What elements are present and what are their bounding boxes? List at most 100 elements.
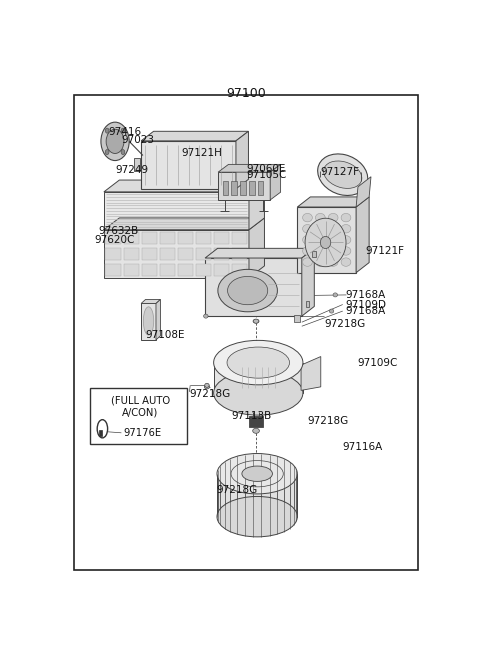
Polygon shape [214,363,303,393]
Text: (FULL AUTO
A/CON): (FULL AUTO A/CON) [111,396,170,417]
Bar [123,248,139,260]
Ellipse shape [315,236,325,244]
Text: 97218G: 97218G [307,416,348,426]
Ellipse shape [302,236,312,244]
Ellipse shape [333,293,337,297]
Ellipse shape [227,347,289,378]
Bar [160,248,175,260]
Ellipse shape [318,154,368,195]
Text: 97168A: 97168A [346,290,386,300]
Bar [141,141,236,189]
Ellipse shape [328,258,338,266]
Bar [214,232,229,244]
Ellipse shape [105,150,109,155]
Bar [90,388,187,444]
Bar [123,232,139,244]
Polygon shape [217,474,297,517]
Bar [249,181,254,195]
Text: 97249: 97249 [115,165,148,174]
Polygon shape [156,299,160,340]
Text: 97108E: 97108E [145,331,185,340]
Bar [258,181,264,195]
Polygon shape [104,180,264,192]
Ellipse shape [341,213,351,222]
Bar [178,264,193,276]
Bar [142,264,157,276]
Ellipse shape [228,276,268,304]
Ellipse shape [341,224,351,233]
Bar [104,192,249,230]
Text: 97416: 97416 [108,127,142,136]
Bar [312,251,316,257]
Polygon shape [141,131,249,141]
Ellipse shape [204,385,210,389]
Bar [214,248,229,260]
Ellipse shape [144,307,154,335]
Text: 97218G: 97218G [190,390,231,400]
Text: 97060E: 97060E [246,163,286,174]
Text: 97632B: 97632B [98,226,138,236]
Text: 97168A: 97168A [346,306,386,316]
Ellipse shape [328,247,338,255]
Text: 97127F: 97127F [321,167,360,177]
Ellipse shape [204,314,208,318]
Text: 97023: 97023 [121,135,155,146]
Ellipse shape [315,247,325,255]
Ellipse shape [315,258,325,266]
Text: 97116A: 97116A [342,442,382,453]
Bar [214,264,229,276]
Ellipse shape [315,224,325,233]
Text: 97109C: 97109C [358,358,398,368]
Text: 97620C: 97620C [94,236,134,245]
Bar [232,264,248,276]
Ellipse shape [101,122,129,161]
Ellipse shape [302,224,312,233]
Ellipse shape [106,129,124,154]
Ellipse shape [242,466,273,482]
Ellipse shape [324,161,362,188]
Bar [123,264,139,276]
Ellipse shape [341,258,351,266]
Bar [294,315,300,322]
Ellipse shape [217,497,297,537]
Ellipse shape [328,213,338,222]
Ellipse shape [341,236,351,244]
Ellipse shape [105,128,109,133]
Bar [297,207,356,273]
Ellipse shape [214,340,303,385]
Bar [196,248,211,260]
Ellipse shape [341,247,351,255]
Bar [142,232,157,244]
Polygon shape [104,218,264,230]
Bar [178,248,193,260]
Bar [160,232,175,244]
Bar [232,248,248,260]
Ellipse shape [328,224,338,233]
Bar [178,232,193,244]
Bar [232,232,248,244]
Bar [249,416,263,427]
Ellipse shape [315,213,325,222]
Ellipse shape [253,319,259,323]
Ellipse shape [302,247,312,255]
Ellipse shape [253,319,259,323]
Ellipse shape [217,453,297,494]
Ellipse shape [328,236,338,244]
Ellipse shape [204,383,209,387]
Polygon shape [141,299,160,304]
Bar [205,258,302,316]
Bar [99,430,102,436]
Ellipse shape [329,309,334,313]
Polygon shape [249,218,264,277]
Ellipse shape [121,150,125,155]
Text: 97176E: 97176E [123,428,161,438]
Bar [223,181,228,195]
Polygon shape [301,357,321,390]
Text: 97100: 97100 [226,87,266,100]
Bar [305,301,309,307]
Polygon shape [270,165,281,200]
Bar [240,181,246,195]
Text: 97218G: 97218G [216,485,258,495]
Ellipse shape [252,428,259,434]
Bar [141,304,156,340]
